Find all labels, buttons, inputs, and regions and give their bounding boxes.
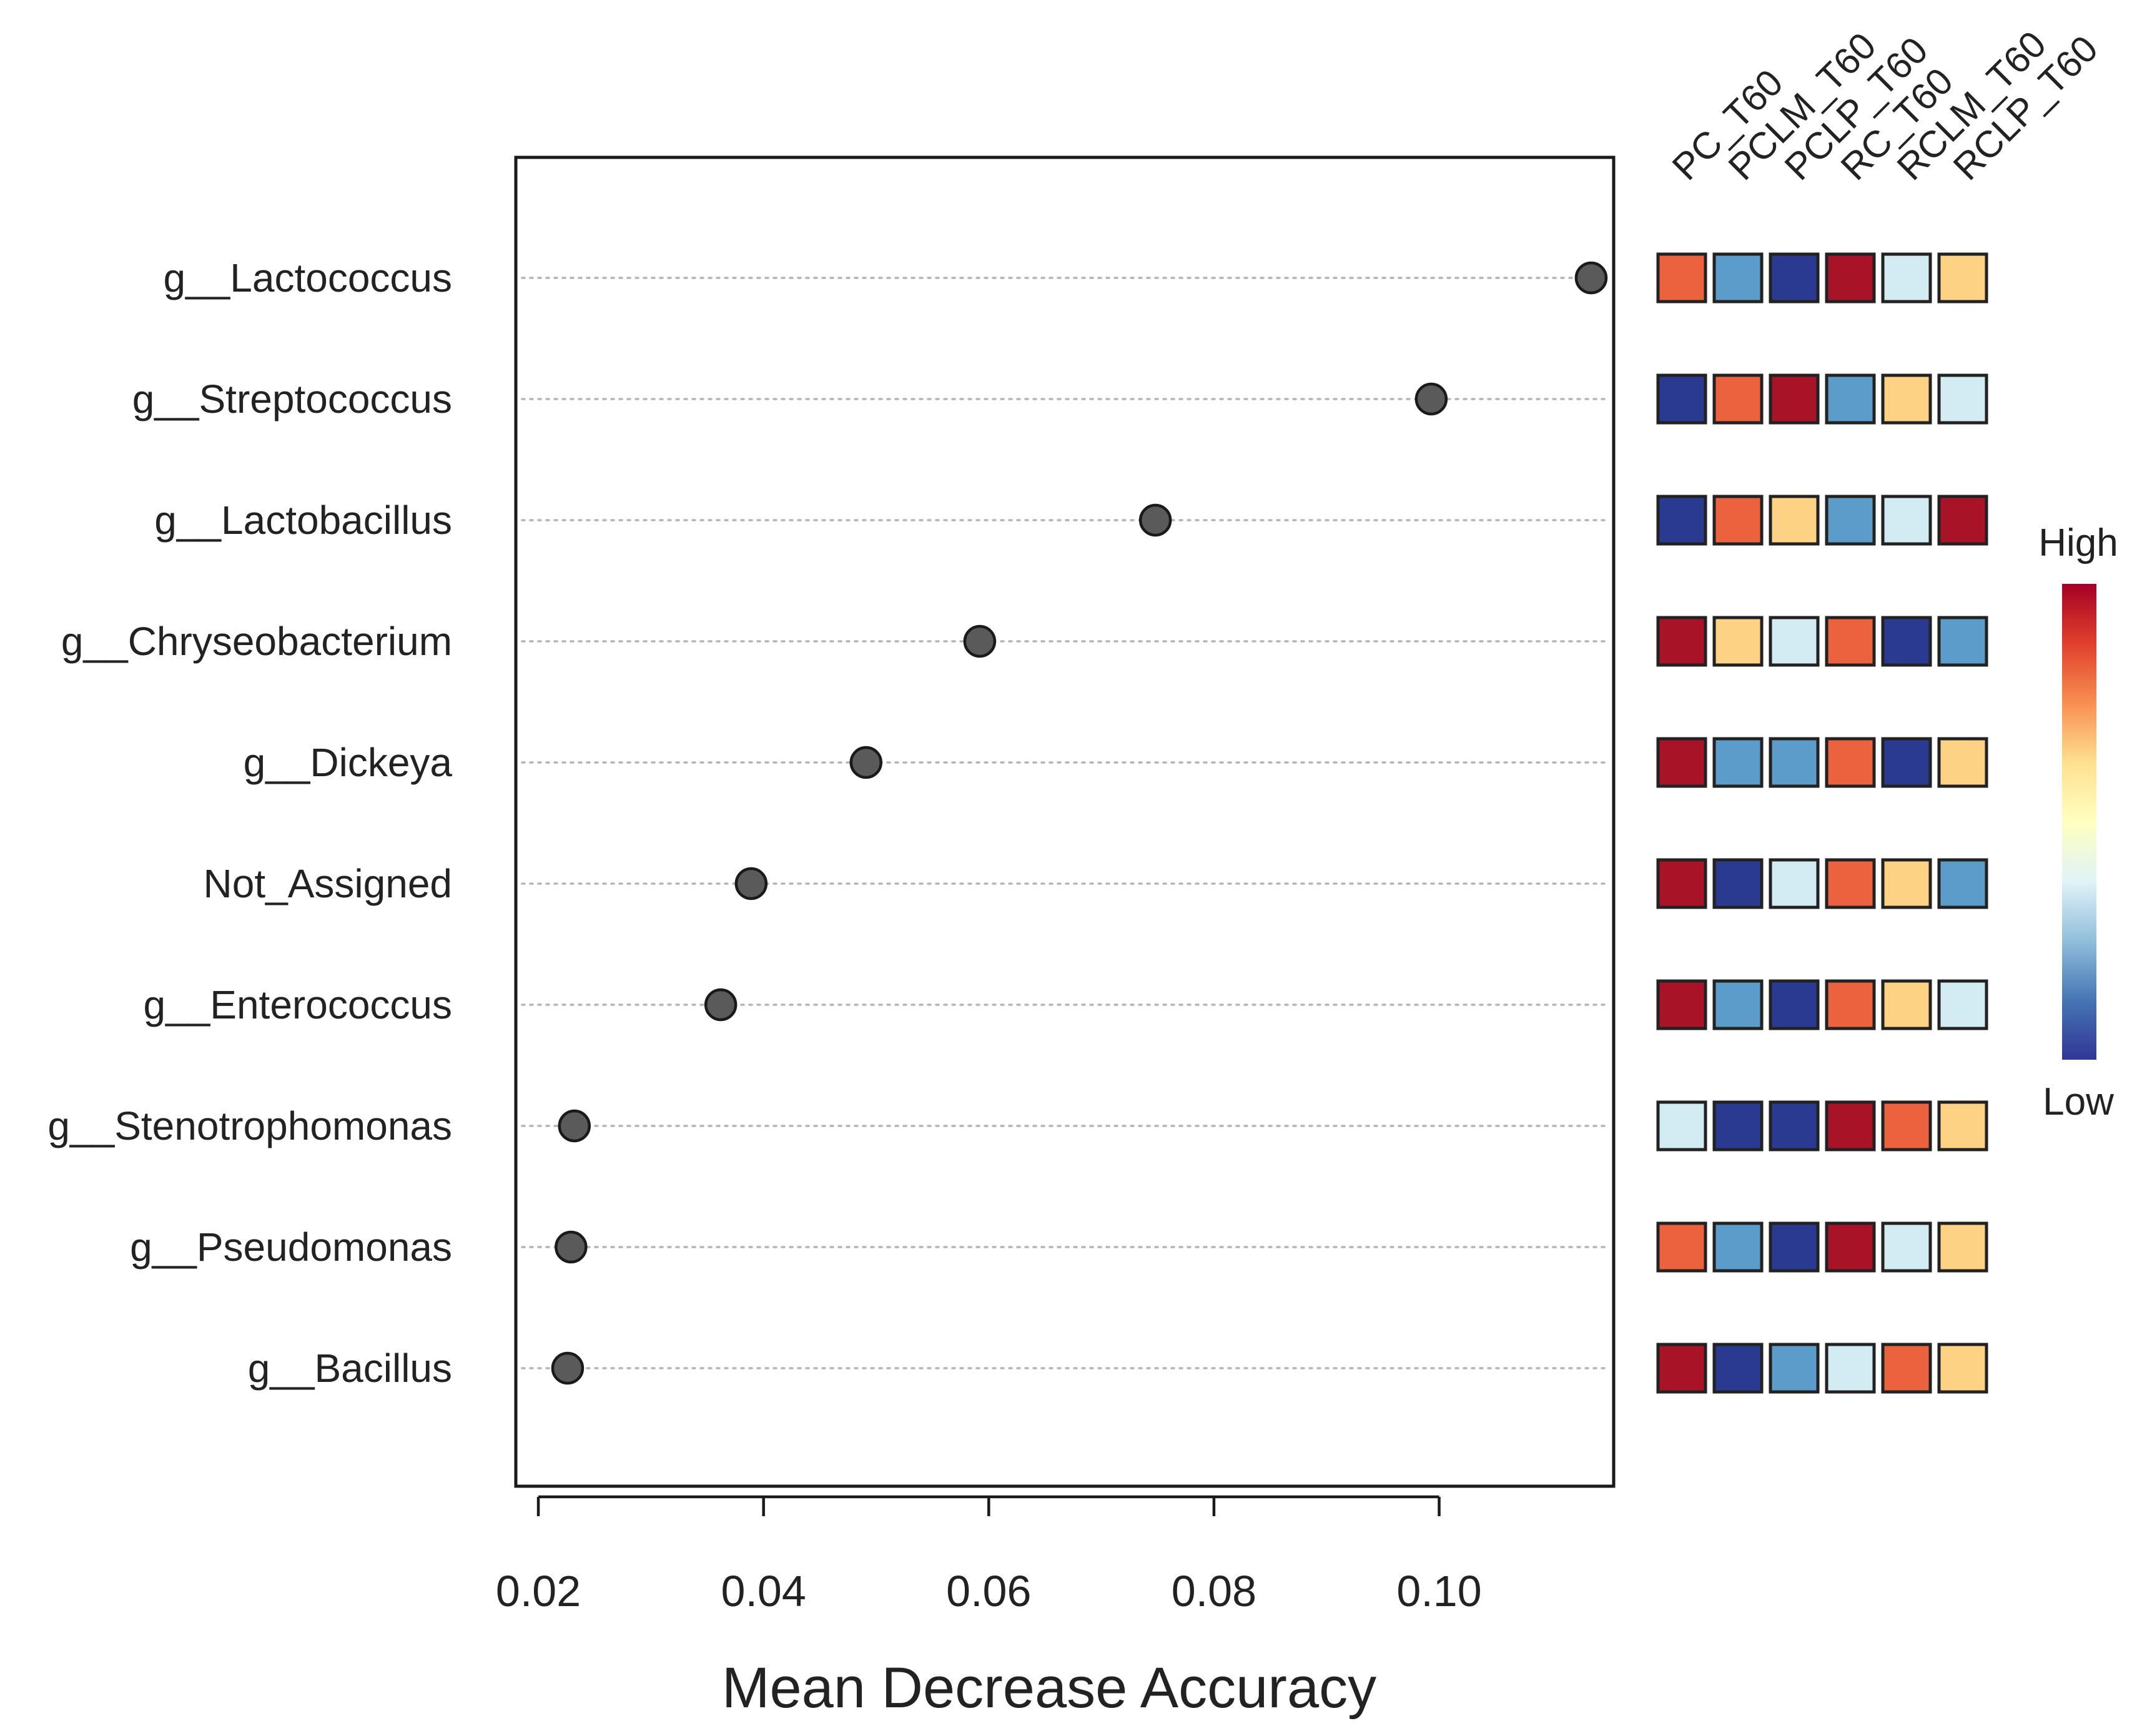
heatmap-cell — [1656, 1100, 1707, 1152]
feature-label: g__Enterococcus — [143, 982, 452, 1027]
x-tick-label: 0.08 — [1172, 1567, 1256, 1615]
feature-label: g__Chryseobacterium — [61, 619, 452, 664]
heatmap-cell — [1881, 737, 1932, 788]
heatmap-cell — [1881, 495, 1932, 546]
x-tick-label: 0.06 — [946, 1567, 1031, 1615]
x-tick-label: 0.02 — [496, 1567, 581, 1615]
importance-point — [849, 746, 883, 779]
importance-point — [734, 867, 768, 900]
heatmap-cell — [1825, 858, 1876, 909]
importance-point — [1414, 382, 1448, 416]
heatmap-cell — [1769, 737, 1820, 788]
heatmap-cell — [1881, 252, 1932, 303]
x-axis: 0.02 0.04 0.06 0.08 0.10 — [496, 1495, 1482, 1615]
heatmap-cell — [1937, 495, 1988, 546]
heatmap-cell — [1712, 252, 1764, 303]
heatmap-cell — [1769, 1221, 1820, 1273]
importance-point — [1138, 503, 1172, 537]
heatmap-cell — [1712, 737, 1764, 788]
importance-point — [963, 624, 997, 658]
heatmap-cell — [1656, 373, 1707, 425]
feature-label: g__Bacillus — [248, 1346, 452, 1391]
heatmap-cell — [1937, 616, 1988, 667]
heatmap-cell — [1825, 373, 1876, 425]
heatmap-cell — [1712, 616, 1764, 667]
heatmap-cell — [1881, 1221, 1932, 1273]
heatmap-cell — [1881, 616, 1932, 667]
heatmap-cell — [1656, 252, 1707, 303]
legend-gradient-bar — [2062, 584, 2096, 1060]
heatmap-cell — [1769, 495, 1820, 546]
heatmap-cell — [1656, 858, 1707, 909]
color-legend: High Low — [2038, 521, 2118, 1123]
heatmap-cell — [1769, 858, 1820, 909]
heatmap-cell — [1769, 1343, 1820, 1394]
heatmap-cell — [1656, 737, 1707, 788]
heatmap-cell — [1712, 495, 1764, 546]
heatmap-cell — [1881, 858, 1932, 909]
importance-point — [704, 988, 738, 1022]
heatmap-cell — [1769, 1100, 1820, 1152]
heatmap-cell — [1937, 1100, 1988, 1152]
heatmap-cell — [1769, 616, 1820, 667]
heatmap-cell — [1712, 858, 1764, 909]
heatmap-cell — [1656, 495, 1707, 546]
legend-low-label: Low — [2043, 1080, 2114, 1123]
heatmap-cell — [1881, 979, 1932, 1030]
heatmap-cell — [1937, 1221, 1988, 1273]
heatmap-cell — [1656, 979, 1707, 1030]
heatmap-cell — [1769, 373, 1820, 425]
heatmap-cell — [1825, 1221, 1876, 1273]
legend-high-label: High — [2038, 521, 2118, 565]
heatmap-cell — [1769, 252, 1820, 303]
heatmap-cell — [1825, 495, 1876, 546]
importance-point — [555, 1230, 588, 1264]
x-tick-label: 0.10 — [1396, 1567, 1481, 1615]
importance-point — [1574, 261, 1608, 295]
plot-frame — [514, 155, 1616, 1488]
heatmap-cell — [1881, 1100, 1932, 1152]
heatmap-cell — [1712, 1343, 1764, 1394]
heatmap-cell — [1712, 979, 1764, 1030]
heatmap-cell — [1881, 1343, 1932, 1394]
heatmap-cell — [1825, 1100, 1876, 1152]
heatmap-cell — [1937, 1343, 1988, 1394]
feature-label: g__Lactobacillus — [154, 498, 452, 543]
heatmap-cell — [1937, 858, 1988, 909]
heatmap-cell — [1712, 1100, 1764, 1152]
heatmap-column-headers: PC_T60PCLM_T60PCLP_T60RC_T60RCLM_T60RCLP… — [1664, 23, 2106, 188]
heatmap-cell — [1937, 252, 1988, 303]
feature-labels: g__Lactococcus g__Streptococcus g__Lactoba… — [47, 255, 452, 1391]
heatmap-cell — [1769, 979, 1820, 1030]
heatmap — [1656, 252, 1988, 1394]
heatmap-cell — [1937, 373, 1988, 425]
heatmap-cell — [1825, 252, 1876, 303]
importance-point — [558, 1109, 591, 1143]
x-axis-title: Mean Decrease Accuracy — [722, 1656, 1376, 1720]
heatmap-cell — [1656, 1221, 1707, 1273]
importance-point — [551, 1351, 585, 1385]
heatmap-cell — [1937, 737, 1988, 788]
heatmap-cell — [1825, 979, 1876, 1030]
heatmap-cell — [1825, 737, 1876, 788]
feature-label: g__Stenotrophomonas — [47, 1103, 452, 1148]
feature-label: g__Lactococcus — [163, 255, 452, 300]
gridlines — [521, 277, 1609, 1369]
importance-points — [551, 261, 1608, 1385]
heatmap-cell — [1937, 979, 1988, 1030]
heatmap-cell — [1712, 373, 1764, 425]
heatmap-cell — [1825, 616, 1876, 667]
heatmap-cell — [1712, 1221, 1764, 1273]
heatmap-cell — [1656, 616, 1707, 667]
heatmap-cell — [1656, 1343, 1707, 1394]
feature-label: g__Streptococcus — [132, 377, 452, 422]
feature-label: Not_Assigned — [204, 861, 452, 906]
x-tick-label: 0.04 — [721, 1567, 806, 1615]
feature-label: g__Pseudomonas — [130, 1225, 452, 1270]
heatmap-cell — [1881, 373, 1932, 425]
feature-label: g__Dickeya — [244, 740, 453, 785]
heatmap-cell — [1825, 1343, 1876, 1394]
